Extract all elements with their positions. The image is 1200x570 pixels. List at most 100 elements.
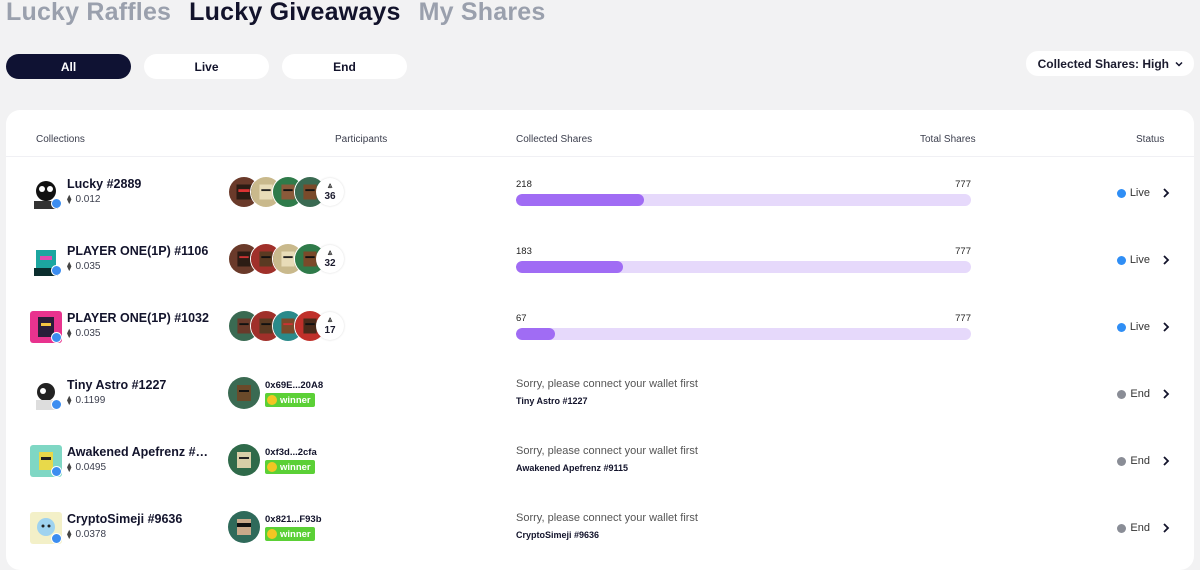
table-row[interactable]: CryptoSimeji #9636 ⧫ 0.0378 0x821...F93b … bbox=[6, 495, 1194, 562]
chevron-right-icon[interactable] bbox=[1160, 388, 1172, 400]
tab-lucky-raffles[interactable]: Lucky Raffles bbox=[6, 0, 172, 26]
verified-badge-icon bbox=[51, 332, 62, 343]
header-divider bbox=[6, 156, 1194, 157]
eth-icon: ⧫ bbox=[67, 328, 72, 338]
status-dot bbox=[1116, 322, 1126, 332]
nft-subtitle: Awakened Apefrenz #9115 bbox=[516, 463, 629, 473]
nft-name: Awakened Apefrenz #9115 bbox=[67, 445, 212, 459]
shares-progress-fill bbox=[516, 261, 624, 273]
status-dot bbox=[1117, 523, 1127, 533]
collected-shares-value: 67 bbox=[516, 313, 527, 324]
table-row[interactable]: Tiny Astro #1227 ⧫ 0.1199 0x69E...20A8 wi… bbox=[6, 361, 1194, 428]
winner-address: 0x821...F93b bbox=[265, 514, 322, 525]
eth-icon: ⧫ bbox=[67, 395, 72, 405]
header-collections: Collections bbox=[36, 134, 85, 145]
giveaways-table: Collections Participants Collected Share… bbox=[6, 110, 1194, 570]
winner-badge: winner bbox=[265, 393, 315, 407]
connect-wallet-message: Sorry, please connect your wallet first bbox=[516, 445, 698, 457]
connect-wallet-message: Sorry, please connect your wallet first bbox=[516, 512, 698, 524]
winner-avatar bbox=[228, 511, 260, 543]
winner-address: 0xf3d...2cfa bbox=[265, 447, 317, 458]
collected-shares-value: 183 bbox=[516, 246, 532, 257]
collected-shares-value: 218 bbox=[516, 179, 532, 190]
participant-avatars bbox=[228, 310, 326, 342]
filter-all-button[interactable]: All bbox=[6, 54, 131, 79]
shares-progress-bar bbox=[516, 194, 971, 206]
verified-badge-icon bbox=[51, 399, 62, 410]
table-row[interactable]: Awakened Apefrenz #9115 ⧫ 0.0495 0xf3d...… bbox=[6, 428, 1194, 495]
more-participants-count: ⩓ 36 bbox=[316, 178, 344, 206]
verified-badge-icon bbox=[51, 533, 62, 544]
chevron-right-icon[interactable] bbox=[1160, 321, 1172, 333]
participant-avatars bbox=[228, 176, 326, 208]
nft-name: PLAYER ONE(1P) #1032 bbox=[67, 311, 209, 325]
header-status: Status bbox=[1136, 134, 1165, 145]
status-dot bbox=[1117, 456, 1127, 466]
status-badge: End bbox=[1117, 388, 1150, 400]
sort-label: Collected Shares: High bbox=[1037, 56, 1169, 71]
status-badge: End bbox=[1117, 522, 1150, 534]
trophy-icon bbox=[267, 462, 277, 472]
nft-price: ⧫ 0.0378 bbox=[67, 529, 107, 540]
more-participants-count: ⩓ 32 bbox=[316, 245, 344, 273]
header-participants: Participants bbox=[335, 134, 388, 145]
eth-icon: ⧫ bbox=[67, 529, 72, 539]
filter-live-button[interactable]: Live bbox=[144, 54, 269, 79]
people-icon: ⩓ bbox=[327, 315, 333, 325]
winner-badge: winner bbox=[265, 527, 315, 541]
chevron-down-icon bbox=[1175, 61, 1183, 67]
table-row[interactable]: PLAYER ONE(1P) #1032 ⧫ 0.035 ⩓ 17 67 777 L… bbox=[6, 294, 1194, 361]
header-total-shares: Total Shares bbox=[920, 134, 976, 145]
tab-lucky-giveaways[interactable]: Lucky Giveaways bbox=[189, 0, 401, 26]
trophy-icon bbox=[267, 395, 277, 405]
people-icon: ⩓ bbox=[327, 181, 333, 191]
table-row[interactable]: PLAYER ONE(1P) #1106 ⧫ 0.035 ⩓ 32 183 777 … bbox=[6, 227, 1194, 294]
total-shares-value: 777 bbox=[955, 246, 971, 257]
nft-price: ⧫ 0.1199 bbox=[67, 395, 106, 406]
winner-avatar bbox=[228, 444, 260, 476]
nft-price: ⧫ 0.035 bbox=[67, 328, 101, 339]
nft-subtitle: Tiny Astro #1227 bbox=[516, 396, 588, 406]
status-dot bbox=[1116, 255, 1126, 265]
nft-name: Lucky #2889 bbox=[67, 177, 142, 191]
status-badge: End bbox=[1117, 455, 1150, 467]
nft-price: ⧫ 0.0495 bbox=[67, 462, 107, 473]
shares-progress-bar bbox=[516, 328, 971, 340]
status-badge: Live bbox=[1116, 254, 1150, 266]
winner-address: 0x69E...20A8 bbox=[265, 380, 324, 391]
status-dot bbox=[1117, 389, 1127, 399]
verified-badge-icon bbox=[51, 466, 62, 477]
total-shares-value: 777 bbox=[955, 313, 971, 324]
tab-my-shares[interactable]: My Shares bbox=[418, 0, 546, 26]
nft-price: ⧫ 0.035 bbox=[67, 261, 101, 272]
trophy-icon bbox=[267, 529, 277, 539]
filter-end-button[interactable]: End bbox=[282, 54, 407, 79]
eth-icon: ⧫ bbox=[67, 261, 72, 271]
shares-progress-fill bbox=[516, 328, 556, 340]
status-badge: Live bbox=[1116, 321, 1150, 333]
eth-icon: ⧫ bbox=[67, 194, 72, 204]
page-tabs: Lucky Raffles Lucky Giveaways My Shares bbox=[6, 0, 546, 27]
chevron-right-icon[interactable] bbox=[1160, 522, 1172, 534]
winner-avatar bbox=[228, 377, 260, 409]
table-row[interactable]: Lucky #2889 ⧫ 0.012 ⩓ 36 218 777 Live bbox=[6, 160, 1194, 227]
chevron-right-icon[interactable] bbox=[1160, 455, 1172, 467]
nft-subtitle: CryptoSimeji #9636 bbox=[516, 530, 600, 540]
shares-progress-fill bbox=[516, 194, 644, 206]
status-filters: All Live End bbox=[6, 54, 407, 79]
total-shares-value: 777 bbox=[955, 179, 971, 190]
chevron-right-icon[interactable] bbox=[1160, 254, 1172, 266]
eth-icon: ⧫ bbox=[67, 462, 72, 472]
sort-dropdown[interactable]: Collected Shares: High bbox=[1025, 51, 1194, 76]
connect-wallet-message: Sorry, please connect your wallet first bbox=[516, 378, 698, 390]
more-participants-count: ⩓ 17 bbox=[316, 312, 344, 340]
verified-badge-icon bbox=[51, 198, 62, 209]
chevron-right-icon[interactable] bbox=[1160, 187, 1172, 199]
verified-badge-icon bbox=[51, 265, 62, 276]
winner-badge: winner bbox=[265, 460, 315, 474]
people-icon: ⩓ bbox=[327, 248, 333, 258]
nft-name: CryptoSimeji #9636 bbox=[67, 512, 183, 526]
nft-name: Tiny Astro #1227 bbox=[67, 378, 167, 392]
participant-avatars bbox=[228, 243, 326, 275]
nft-name: PLAYER ONE(1P) #1106 bbox=[67, 244, 209, 258]
